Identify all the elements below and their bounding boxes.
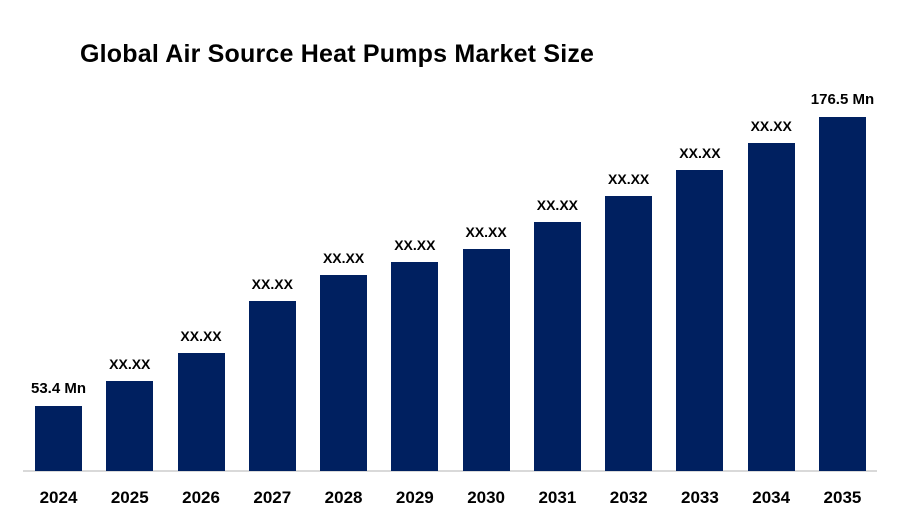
bar-2034 (747, 143, 795, 471)
bar-2026 (177, 353, 225, 471)
x-axis-label-2027: 2027 (253, 488, 292, 507)
value-label-2032: XX.XX (608, 171, 650, 187)
bar-2030 (462, 249, 510, 471)
x-axis-label-2030: 2030 (467, 488, 506, 507)
chart-title: Global Air Source Heat Pumps Market Size (80, 40, 595, 68)
bar-2025 (106, 381, 154, 471)
x-axis-label-2033: 2033 (681, 488, 719, 507)
value-label-2024: 53.4 Mn (30, 380, 87, 397)
bar-2024 (35, 406, 82, 471)
x-axis-label-2025: 2025 (110, 488, 149, 507)
bar-2035 (818, 117, 866, 471)
value-label-2033: XX.XX (679, 145, 721, 161)
bar-2032 (605, 196, 653, 471)
bar-2029 (391, 262, 439, 471)
x-axis-label-2024: 2024 (39, 488, 78, 507)
value-label-2034: XX.XX (750, 118, 792, 134)
value-label-2030: XX.XX (465, 224, 507, 240)
x-axis-label-2028: 2028 (324, 488, 363, 507)
x-axis-label-2032: 2032 (609, 488, 648, 507)
bar-2033 (676, 170, 724, 471)
value-label-2025: XX.XX (109, 356, 151, 372)
x-axis-line (23, 470, 877, 472)
value-label-2029: XX.XX (394, 237, 436, 253)
x-axis-label-2034: 2034 (752, 488, 791, 507)
value-label-2028: XX.XX (322, 250, 365, 266)
value-label-2035: 176.5 Mn (810, 91, 875, 108)
value-label-2031: XX.XX (536, 197, 578, 213)
x-axis-label-2031: 2031 (538, 488, 577, 507)
x-axis-label-2029: 2029 (395, 488, 434, 507)
x-axis-label-2035: 2035 (823, 488, 862, 507)
value-label-2027: XX.XX (251, 276, 293, 292)
x-axis-label-2026: 2026 (182, 488, 220, 507)
bar-2031 (533, 222, 581, 471)
bar-2028 (320, 275, 368, 471)
bar-2027 (248, 301, 296, 471)
value-label-2026: XX.XX (180, 328, 222, 344)
